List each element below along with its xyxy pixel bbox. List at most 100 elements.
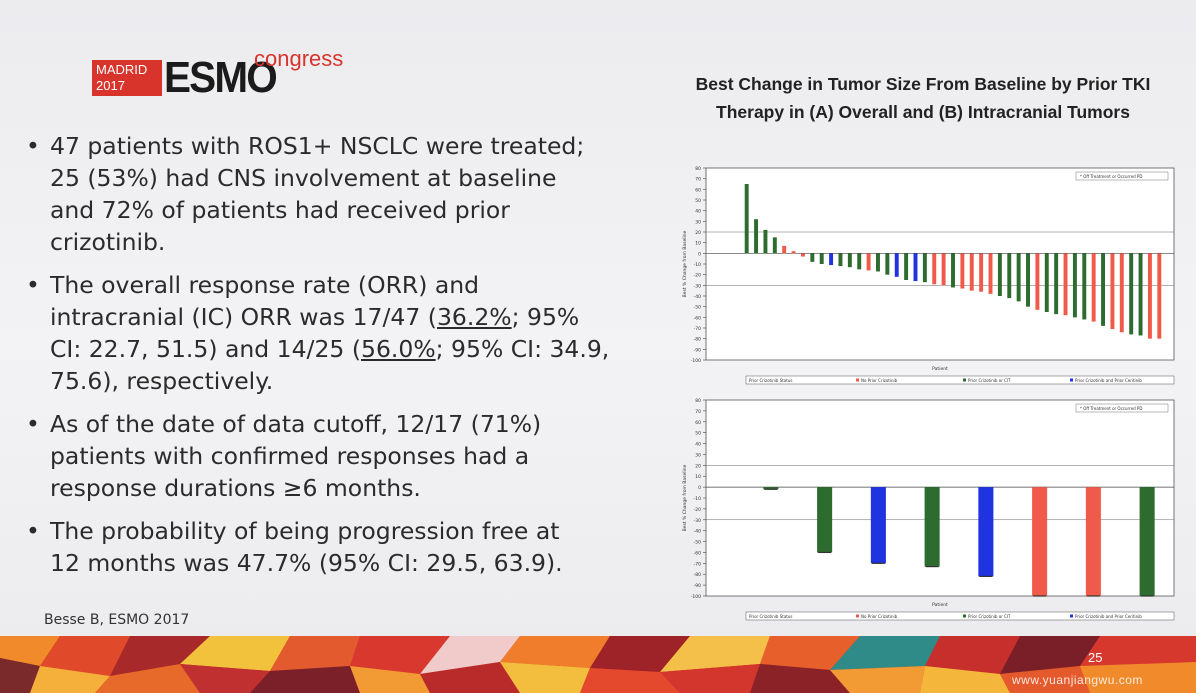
bar — [817, 487, 833, 553]
bar — [904, 253, 909, 280]
bullet-line: intracranial (IC) ORR was 17/47 (36.2%; … — [50, 301, 662, 333]
bullet-line: 47 patients with ROS1+ NSCLC were treate… — [50, 132, 585, 160]
y-tick-label: -80 — [694, 337, 701, 343]
y-tick-label: 60 — [695, 420, 701, 426]
bar — [819, 253, 824, 264]
legend-inset-label: * Off Treatment or Occurred PD — [1080, 174, 1142, 179]
x-axis-label: Patient — [932, 602, 948, 608]
bar — [969, 253, 974, 291]
bullet-item: • 47 patients with ROS1+ NSCLC were trea… — [22, 130, 662, 258]
y-tick-label: 0 — [698, 485, 701, 491]
y-tick-label: 0 — [698, 251, 701, 257]
bar — [1007, 253, 1012, 299]
y-tick-label: 40 — [695, 209, 701, 215]
legend-swatch — [1070, 378, 1073, 382]
logo-city-badge: MADRID 2017 — [92, 60, 162, 96]
y-tick-label: -100 — [691, 358, 701, 364]
underlined-value: 56.0% — [361, 335, 436, 363]
legend-swatch — [1070, 614, 1073, 618]
y-tick-label: -40 — [694, 294, 701, 300]
legend-swatch — [963, 378, 966, 382]
y-tick-label: -10 — [694, 262, 701, 268]
bar — [772, 237, 777, 254]
bar — [1026, 253, 1030, 307]
bar — [1101, 253, 1106, 326]
bar — [810, 253, 815, 262]
esmo-logo: MADRID 2017 ESMO congress — [92, 46, 352, 104]
waterfall-chart-overall: 80 70 60 50 40 30 20 10 0 -10 -20 -30 -40 -50 -60 -70 -8… — [682, 166, 1175, 385]
legend-entry: Prior Crizotinib and Prior Ceritinib — [1075, 378, 1142, 383]
y-tick-label: 40 — [695, 442, 701, 448]
bar — [800, 253, 805, 257]
bullet-line: 12 months was 47.7% (95% CI: 29.5, 63.9)… — [50, 549, 563, 577]
y-tick-label: -40 — [694, 529, 701, 535]
bar — [763, 229, 768, 254]
bar — [1035, 253, 1040, 310]
bar — [979, 253, 984, 292]
bullet-line: response durations ≥6 months. — [50, 474, 421, 502]
bullet-line: 75.6), respectively. — [50, 367, 274, 395]
bar — [1054, 253, 1059, 315]
bullet-line: 25 (53%) had CNS involvement at baseline — [50, 164, 557, 192]
bullet-text: CI: 22.7, 51.5) and 14/25 ( — [50, 335, 361, 363]
bullet-line: The probability of being progression fre… — [50, 517, 560, 545]
bullet-text: intracranial (IC) ORR was 17/47 ( — [50, 303, 437, 331]
bullet-line: crizotinib. — [50, 228, 166, 256]
bullet-line: CI: 22.7, 51.5) and 14/25 (56.0%; 95% CI… — [50, 333, 662, 365]
bar — [1110, 253, 1115, 330]
bullet-line: As of the date of data cutoff, 12/17 (71… — [50, 410, 542, 438]
bar — [1085, 487, 1101, 596]
bar — [913, 253, 918, 282]
bar — [1072, 253, 1077, 318]
bullet-item: • The overall response rate (ORR) and in… — [22, 269, 662, 397]
chart-title: Best Change in Tumor Size From Baseline … — [695, 74, 1151, 122]
y-tick-label: -20 — [694, 507, 701, 513]
legend-entry: Prior Crizotinib or CIT — [968, 614, 1011, 619]
bar — [1138, 253, 1143, 336]
bar — [1147, 253, 1152, 339]
y-tick-label: 80 — [695, 166, 701, 172]
legend-entry: No Prior Crizotinib — [861, 614, 898, 619]
legend-entry: Prior Crizotinib Status — [749, 378, 792, 383]
y-tick-label: 80 — [695, 398, 701, 404]
y-tick-label: 30 — [695, 219, 701, 225]
y-tick-label: 50 — [695, 198, 701, 204]
y-tick-label: -90 — [694, 347, 701, 353]
bar — [1157, 253, 1162, 339]
y-tick-label: 20 — [695, 463, 701, 469]
bar — [754, 219, 759, 254]
bar — [960, 253, 965, 289]
y-tick-label: -70 — [694, 326, 701, 332]
y-tick-label: 70 — [695, 409, 701, 415]
y-tick-label: -80 — [694, 572, 701, 578]
bullet-line: and 72% of patients had received prior — [50, 196, 510, 224]
bar — [1016, 253, 1021, 302]
bar — [1063, 253, 1068, 316]
logo-brand: ESMO — [164, 53, 278, 102]
bar — [1044, 253, 1049, 312]
plot-area — [705, 399, 1175, 597]
bar — [829, 253, 834, 266]
bar — [941, 253, 946, 286]
y-tick-label: 10 — [695, 241, 701, 247]
bar — [857, 253, 862, 270]
y-tick-label: -60 — [694, 315, 701, 321]
bar — [978, 487, 994, 577]
bar — [870, 487, 886, 564]
y-tick-label: -30 — [694, 283, 701, 289]
y-tick-label: -100 — [691, 594, 701, 600]
bar — [1139, 487, 1155, 596]
bullet-symbol: • — [26, 271, 40, 299]
y-tick-label: 50 — [695, 431, 701, 437]
footer-mosaic — [0, 636, 1196, 693]
y-tick-label: 20 — [695, 230, 701, 236]
bullet-symbol: • — [26, 517, 40, 545]
bar — [988, 253, 993, 294]
bar — [866, 253, 871, 271]
plot-area — [705, 167, 1175, 361]
bullet-symbol: • — [26, 410, 40, 438]
y-tick-label: -60 — [694, 550, 701, 556]
logo-city: MADRID — [96, 62, 148, 77]
watermark: www.yuanjiangwu.com — [1012, 673, 1143, 687]
